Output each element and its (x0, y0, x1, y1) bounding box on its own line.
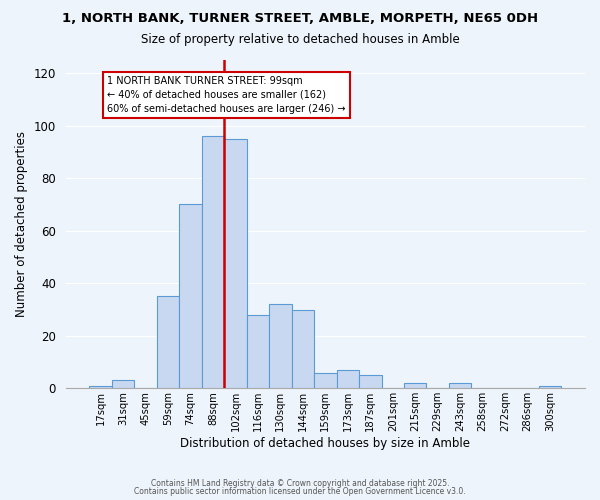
Bar (292, 310, 314, 388)
Bar (112, 380, 134, 388)
Bar (179, 204, 202, 388)
Bar (404, 383, 427, 388)
Text: 1 NORTH BANK TURNER STREET: 99sqm
← 40% of detached houses are smaller (162)
60%: 1 NORTH BANK TURNER STREET: 99sqm ← 40% … (107, 76, 346, 114)
X-axis label: Distribution of detached houses by size in Amble: Distribution of detached houses by size … (181, 437, 470, 450)
Bar (269, 304, 292, 388)
Y-axis label: Number of detached properties: Number of detached properties (15, 131, 28, 317)
Bar (539, 386, 562, 388)
Bar (359, 375, 382, 388)
Bar (157, 296, 179, 388)
Text: Contains HM Land Registry data © Crown copyright and database right 2025.: Contains HM Land Registry data © Crown c… (151, 478, 449, 488)
Bar (337, 370, 359, 388)
Text: 1, NORTH BANK, TURNER STREET, AMBLE, MORPETH, NE65 0DH: 1, NORTH BANK, TURNER STREET, AMBLE, MOR… (62, 12, 538, 26)
Bar (89, 386, 112, 388)
Bar (202, 136, 224, 388)
Bar (247, 315, 269, 388)
Bar (224, 139, 247, 388)
Bar (449, 383, 472, 388)
Bar (314, 372, 337, 388)
Text: Contains public sector information licensed under the Open Government Licence v3: Contains public sector information licen… (134, 487, 466, 496)
Text: Size of property relative to detached houses in Amble: Size of property relative to detached ho… (140, 32, 460, 46)
